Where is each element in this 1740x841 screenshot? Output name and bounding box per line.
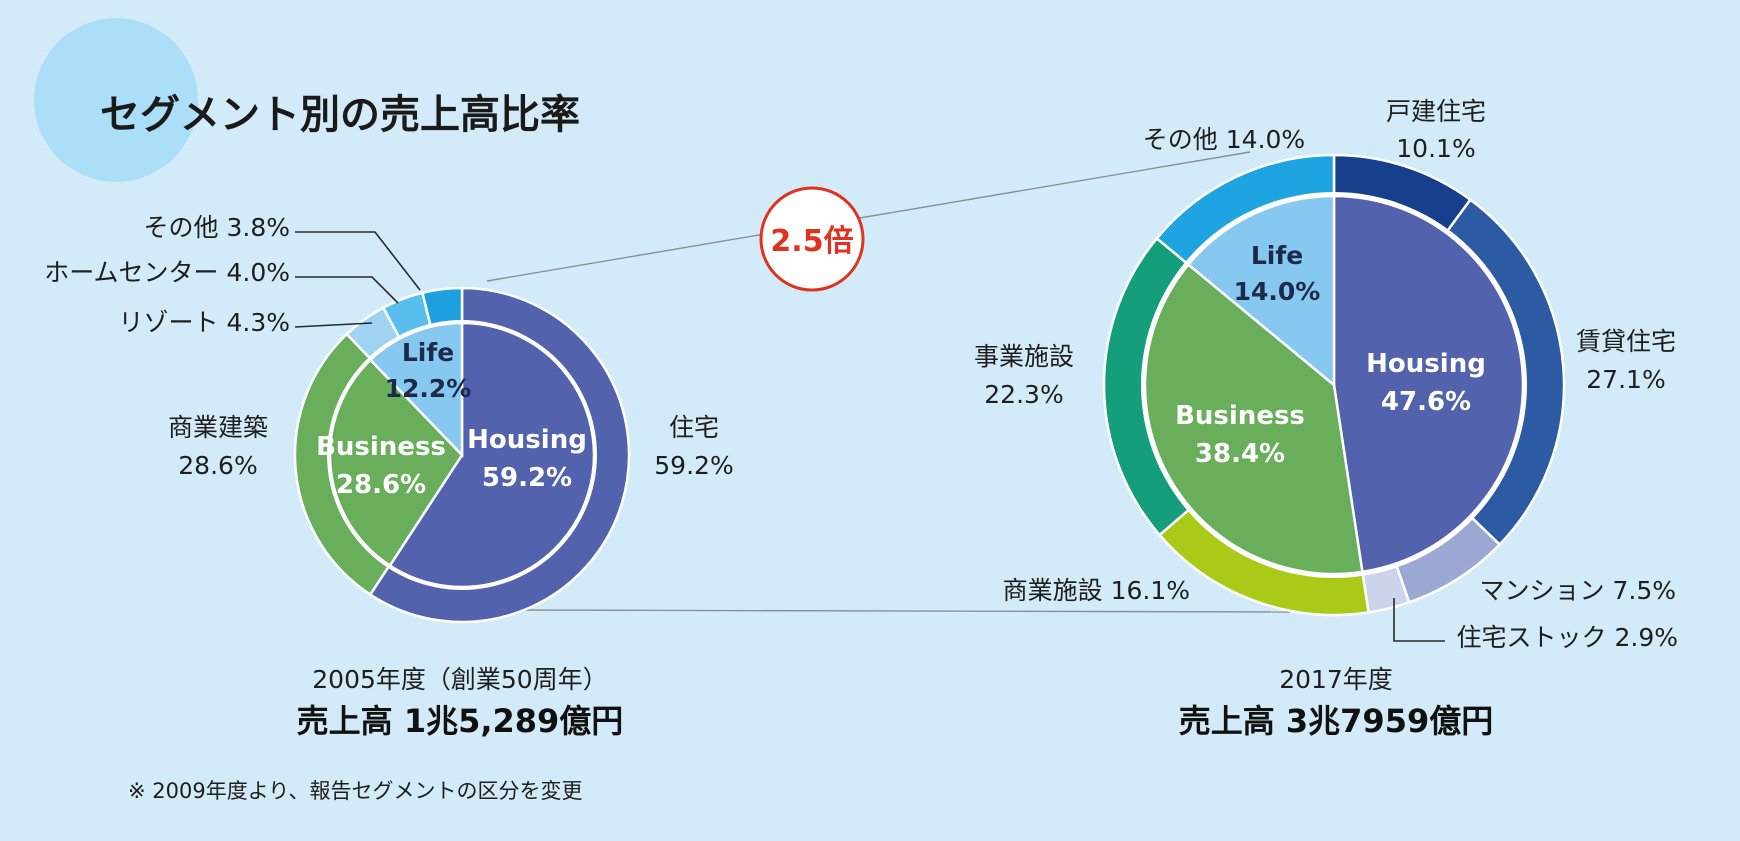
pie-2017-inner-slice-0 xyxy=(1332,194,1525,574)
inner-2017-housing-name: Housing xyxy=(1366,349,1486,379)
pie-2005 xyxy=(293,286,631,624)
growth-badge xyxy=(759,186,865,292)
pie-2005-inner-slice-2 xyxy=(368,321,464,459)
label-2017-business-facility-value: 22.3% xyxy=(984,380,1063,409)
label-2017-stock: 住宅ストック 2.9% xyxy=(1457,623,1678,652)
label-2017-detached-name: 戸建住宅 xyxy=(1386,97,1486,126)
inner-2005-life-value: 12.2% xyxy=(385,374,472,403)
label-2005-resort: リゾート 4.3% xyxy=(119,308,290,337)
inner-2005-business-name: Business xyxy=(316,432,446,462)
label-2017-commercial: 商業施設 16.1% xyxy=(1003,576,1190,605)
pie-2005-inner-slice-0 xyxy=(388,321,596,589)
caption-2005-sales: 売上高 1兆5,289億円 xyxy=(297,702,624,740)
label-2017-other: その他 14.0% xyxy=(1143,125,1305,154)
title-decoration-circle xyxy=(34,18,198,182)
chart-title: セグメント別の売上高比率 xyxy=(100,91,580,138)
label-2017-commercial-name: 商業施設 xyxy=(1003,576,1103,605)
inner-2017-business-value: 38.4% xyxy=(1195,439,1285,469)
inner-2017-business-name: Business xyxy=(1175,401,1305,431)
inner-2005-business-value: 28.6% xyxy=(336,470,426,500)
growth-badge-text: 2.5倍 xyxy=(770,224,853,259)
pie-2005-inner-slice-1 xyxy=(328,358,464,568)
label-2005-other-value: 3.8% xyxy=(226,213,290,242)
label-2005-homecenter-value: 4.0% xyxy=(226,258,290,287)
label-2005-resort-name: リゾート xyxy=(119,308,219,337)
pie-2017-inner-slice-2 xyxy=(1186,194,1336,388)
label-2017-other-name: その他 xyxy=(1143,125,1218,154)
label-2017-other-value: 14.0% xyxy=(1226,125,1305,154)
inner-2017-life-name: Life xyxy=(1251,241,1303,270)
inner-2017-life-value: 14.0% xyxy=(1234,277,1321,306)
label-2005-housing-value: 59.2% xyxy=(654,451,733,480)
caption-2005-year: 2005年度（創業50周年） xyxy=(312,665,607,694)
label-2005-homecenter: ホームセンター 4.0% xyxy=(44,258,290,287)
inner-2005-housing-name: Housing xyxy=(467,425,587,455)
connector-top xyxy=(486,151,1251,282)
caption-2017-sales: 売上高 3兆7959億円 xyxy=(1179,702,1493,740)
label-2005-housing-name: 住宅 xyxy=(669,413,719,442)
label-2017-condo: マンション 7.5% xyxy=(1480,576,1676,605)
leader-2017-stock xyxy=(1393,598,1445,642)
leader-2005-homecenter xyxy=(295,276,399,304)
caption-2017-year: 2017年度 xyxy=(1279,665,1393,694)
leader-2005-other xyxy=(295,231,421,291)
label-2017-business-facility-name: 事業施設 xyxy=(974,342,1074,371)
inner-2005-housing-value: 59.2% xyxy=(482,463,572,493)
label-2017-rental-value: 27.1% xyxy=(1586,365,1665,394)
inner-2005-life-name: Life xyxy=(402,338,454,367)
label-2017-stock-value: 2.9% xyxy=(1614,623,1678,652)
label-2005-commercial-value: 28.6% xyxy=(178,451,257,480)
label-2017-detached-value: 10.1% xyxy=(1396,134,1475,163)
label-2017-condo-value: 7.5% xyxy=(1612,576,1676,605)
label-2017-stock-name: 住宅ストック xyxy=(1457,623,1607,652)
label-2017-rental-name: 賃貸住宅 xyxy=(1576,327,1676,356)
inner-2017-housing-value: 47.6% xyxy=(1381,387,1471,417)
label-2005-other-name: その他 xyxy=(144,213,219,242)
label-2005-other: その他 3.8% xyxy=(144,213,290,242)
label-2017-condo-name: マンション xyxy=(1480,576,1605,605)
pie-2017 xyxy=(1102,153,1566,617)
pie-2017-inner-slice-1 xyxy=(1143,262,1364,576)
footnote: ※ 2009年度より、報告セグメントの区分を変更 xyxy=(128,779,582,803)
connector-bottom xyxy=(514,609,1291,613)
label-2005-homecenter-name: ホームセンター xyxy=(44,258,218,287)
label-2017-commercial-value: 16.1% xyxy=(1111,576,1190,605)
label-2005-commercial-name: 商業建築 xyxy=(168,413,268,442)
leader-2005-resort xyxy=(294,322,373,328)
label-2005-resort-value: 4.3% xyxy=(226,308,290,337)
